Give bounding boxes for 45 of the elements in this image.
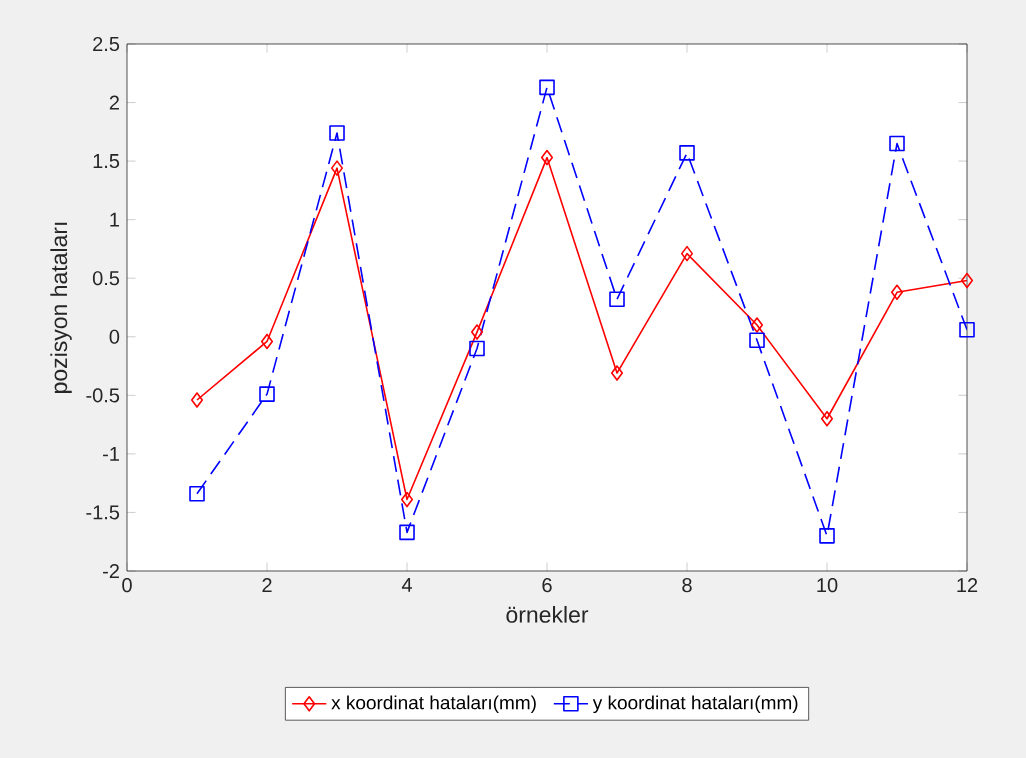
point	[750, 317, 764, 333]
y-tick-label: -1	[103, 446, 119, 461]
point	[679, 145, 695, 161]
point	[189, 485, 205, 502]
point	[959, 321, 975, 338]
point	[889, 135, 905, 152]
y-tick-label: 2.5	[93, 36, 120, 52]
point	[399, 524, 415, 541]
point	[960, 272, 974, 289]
point	[539, 79, 555, 96]
y-tick-label: 2	[109, 95, 119, 110]
x-tick-label: 10	[817, 578, 838, 593]
y-tick-label: -0.5	[86, 388, 120, 403]
point	[260, 333, 274, 350]
point	[820, 410, 834, 427]
y-tick-label: 0	[109, 329, 120, 344]
point	[610, 365, 624, 381]
point	[330, 160, 344, 176]
x-tick-label: 4	[401, 578, 412, 592]
point	[400, 491, 414, 508]
point	[259, 386, 275, 402]
x-tick-label: 6	[542, 578, 552, 593]
point	[680, 245, 694, 262]
legend-label: x koordinat hataları(mm)	[331, 695, 536, 714]
y-tick-label: 1	[110, 212, 119, 227]
y-tick-label: 1.5	[93, 154, 120, 169]
x-tick-label: 8	[682, 578, 692, 593]
point	[819, 528, 835, 544]
point	[469, 340, 485, 357]
y-axis-title: pozisyon hataları	[50, 222, 72, 393]
point	[890, 284, 904, 301]
x-axis-title: örnekler	[506, 605, 589, 623]
x-tick-label: 12	[957, 578, 978, 593]
y-tick-label: -2	[103, 564, 119, 578]
point	[470, 324, 484, 340]
point	[540, 149, 554, 166]
x-tick-label: 0	[122, 578, 132, 593]
y-tick-label: -1.5	[86, 505, 120, 520]
point	[609, 291, 625, 308]
point	[190, 392, 204, 408]
point	[329, 125, 345, 141]
point	[749, 332, 765, 349]
legend-label: y koordinat hataları(mm)	[592, 695, 798, 714]
y-tick-label: 0.5	[92, 271, 120, 286]
x-tick-label: 2	[262, 578, 272, 593]
